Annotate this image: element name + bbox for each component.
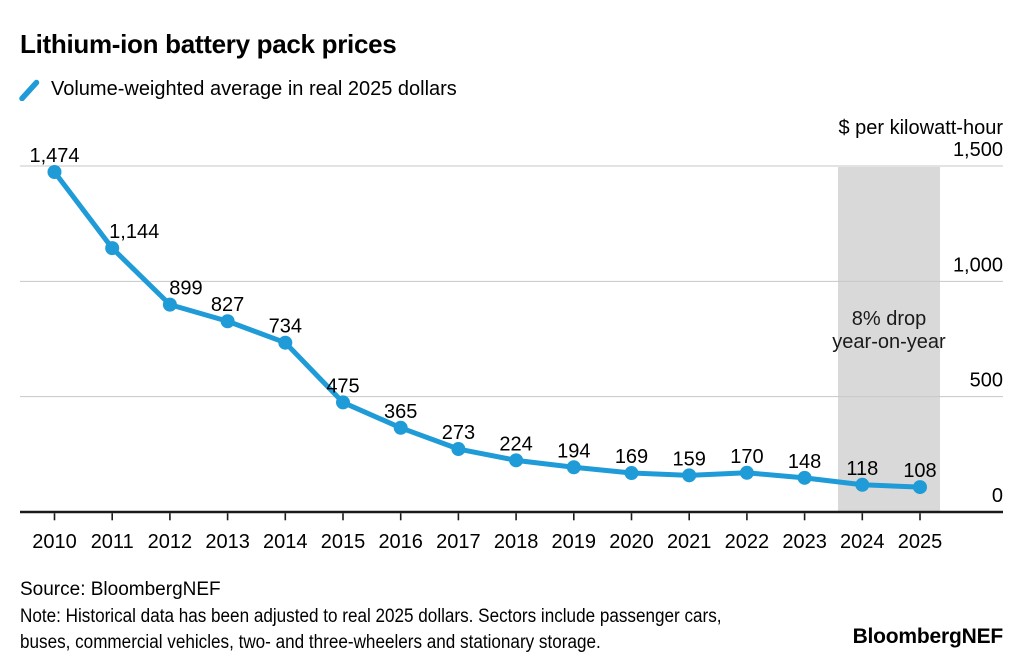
data-point-label: 194 [557, 440, 590, 462]
data-point-label: 170 [730, 446, 763, 468]
data-point-label: 273 [442, 422, 475, 444]
x-tick-label: 2012 [148, 531, 193, 553]
unit-label: $ per kilowatt-hour [838, 117, 1003, 139]
chart-title: Lithium-ion battery pack prices [20, 29, 397, 59]
note-line-1: Note: Historical data has been adjusted … [20, 606, 722, 627]
x-tick-label: 2015 [321, 531, 366, 553]
data-point-label: 899 [169, 278, 202, 300]
x-tick-label: 2017 [436, 531, 481, 553]
data-point-label: 1,474 [29, 145, 79, 167]
data-point [336, 395, 350, 410]
data-point [566, 460, 581, 475]
data-point [393, 420, 408, 435]
data-point [509, 453, 524, 468]
data-point-label: 169 [615, 446, 648, 468]
x-tick-label: 2022 [725, 531, 770, 553]
brand-logo: BloombergNEF [852, 625, 1004, 648]
note-text: Note: Historical data has been adjusted … [20, 604, 722, 655]
legend-label: Volume-weighted average in real 2025 dol… [51, 78, 457, 100]
source-text: Source: BloombergNEF [20, 579, 221, 600]
data-point-label: 475 [326, 375, 359, 397]
data-point [913, 480, 927, 495]
x-tick-label: 2019 [552, 531, 597, 553]
data-point [624, 466, 639, 481]
x-tick-label: 2010 [32, 531, 77, 553]
data-point-label: 827 [211, 294, 244, 316]
x-tick-label: 2024 [840, 531, 885, 553]
x-tick-label: 2014 [263, 531, 308, 553]
data-point [855, 477, 870, 492]
y-tick-label: 1,000 [953, 254, 1003, 276]
data-line [52, 169, 923, 490]
x-tick-label: 2013 [205, 531, 250, 553]
x-tick-label: 2025 [898, 531, 943, 553]
data-point-label: 1,144 [109, 221, 159, 243]
y-tick-label: 0 [992, 485, 1003, 507]
x-tick-label: 2020 [609, 531, 654, 553]
data-point-label: 118 [846, 458, 878, 480]
x-tick-label: 2021 [667, 531, 712, 553]
band-annotation-line: 8% drop [852, 308, 927, 330]
note-line-2: buses, commercial vehicles, two- and thr… [20, 631, 601, 653]
x-tick-label: 2011 [91, 531, 134, 553]
data-point [278, 335, 293, 350]
y-tick-label: 500 [970, 370, 1003, 392]
data-point [739, 465, 754, 480]
x-tick-label: 2016 [378, 531, 423, 553]
band-annotation-line: year-on-year [832, 331, 946, 353]
data-point-label: 365 [384, 401, 417, 423]
x-tick-label: 2023 [782, 531, 827, 553]
data-point-label: 734 [269, 316, 302, 338]
data-point [451, 442, 466, 457]
highlight-band [838, 167, 940, 512]
data-point-label: 159 [673, 448, 706, 470]
data-point [797, 470, 812, 485]
data-point [47, 164, 62, 179]
legend-slash-icon [19, 79, 40, 101]
data-point [162, 297, 177, 312]
y-tick-label: 1,500 [953, 139, 1003, 161]
data-point-label: 108 [903, 460, 936, 482]
data-point-label: 148 [788, 451, 821, 473]
data-point-label: 224 [499, 433, 532, 455]
data-point [220, 314, 235, 329]
data-point [105, 241, 120, 256]
x-tick-label: 2018 [494, 531, 539, 553]
data-point [682, 468, 697, 483]
legend: Volume-weighted average in real 2025 dol… [18, 78, 457, 101]
